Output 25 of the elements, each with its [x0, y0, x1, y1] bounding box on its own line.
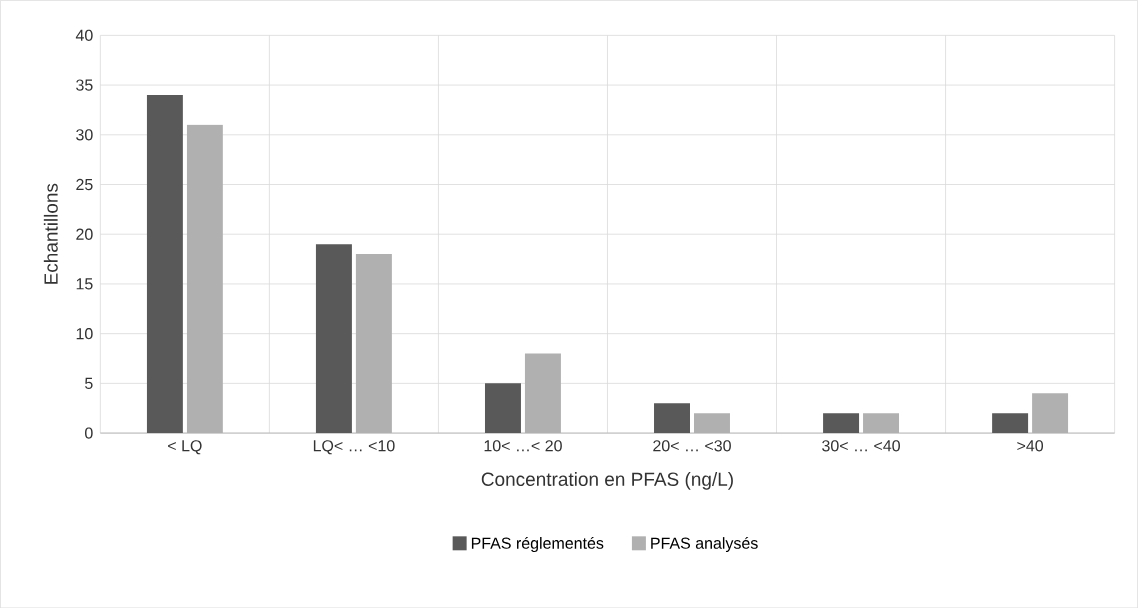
bar	[146, 94, 183, 433]
x-tick-label: < LQ	[168, 439, 202, 455]
y-tick-label: 5	[85, 377, 93, 389]
y-tick-label: 15	[76, 278, 93, 290]
x-axis-title: Concentration en PFAS (ng/L)	[481, 471, 733, 490]
y-tick-label: 0	[85, 427, 93, 439]
y-tick-label: 40	[75, 29, 93, 41]
x-tick-label: LQ< … <10	[313, 439, 395, 455]
x-tick-label: >40	[1017, 439, 1044, 452]
y-tick-label: 30	[76, 128, 93, 141]
bar	[654, 403, 690, 433]
y-tick-label: 10	[76, 327, 93, 340]
y-tick-label: 20	[76, 228, 93, 240]
bar	[315, 244, 352, 433]
bar	[992, 413, 1029, 433]
bar	[484, 383, 521, 433]
y-tick-label: 25	[76, 178, 93, 190]
y-axis-title: Echantillons	[43, 183, 58, 284]
y-tick-label: 35	[76, 79, 93, 91]
x-tick-label: 30< … <40	[822, 439, 900, 452]
legend-label: PFAS réglementés	[471, 536, 604, 552]
x-tick-label: 10< …< 20	[484, 439, 562, 452]
bar	[823, 413, 860, 433]
legend-label: PFAS analysés	[651, 536, 758, 552]
x-tick-label: 20< … <30	[653, 439, 731, 452]
